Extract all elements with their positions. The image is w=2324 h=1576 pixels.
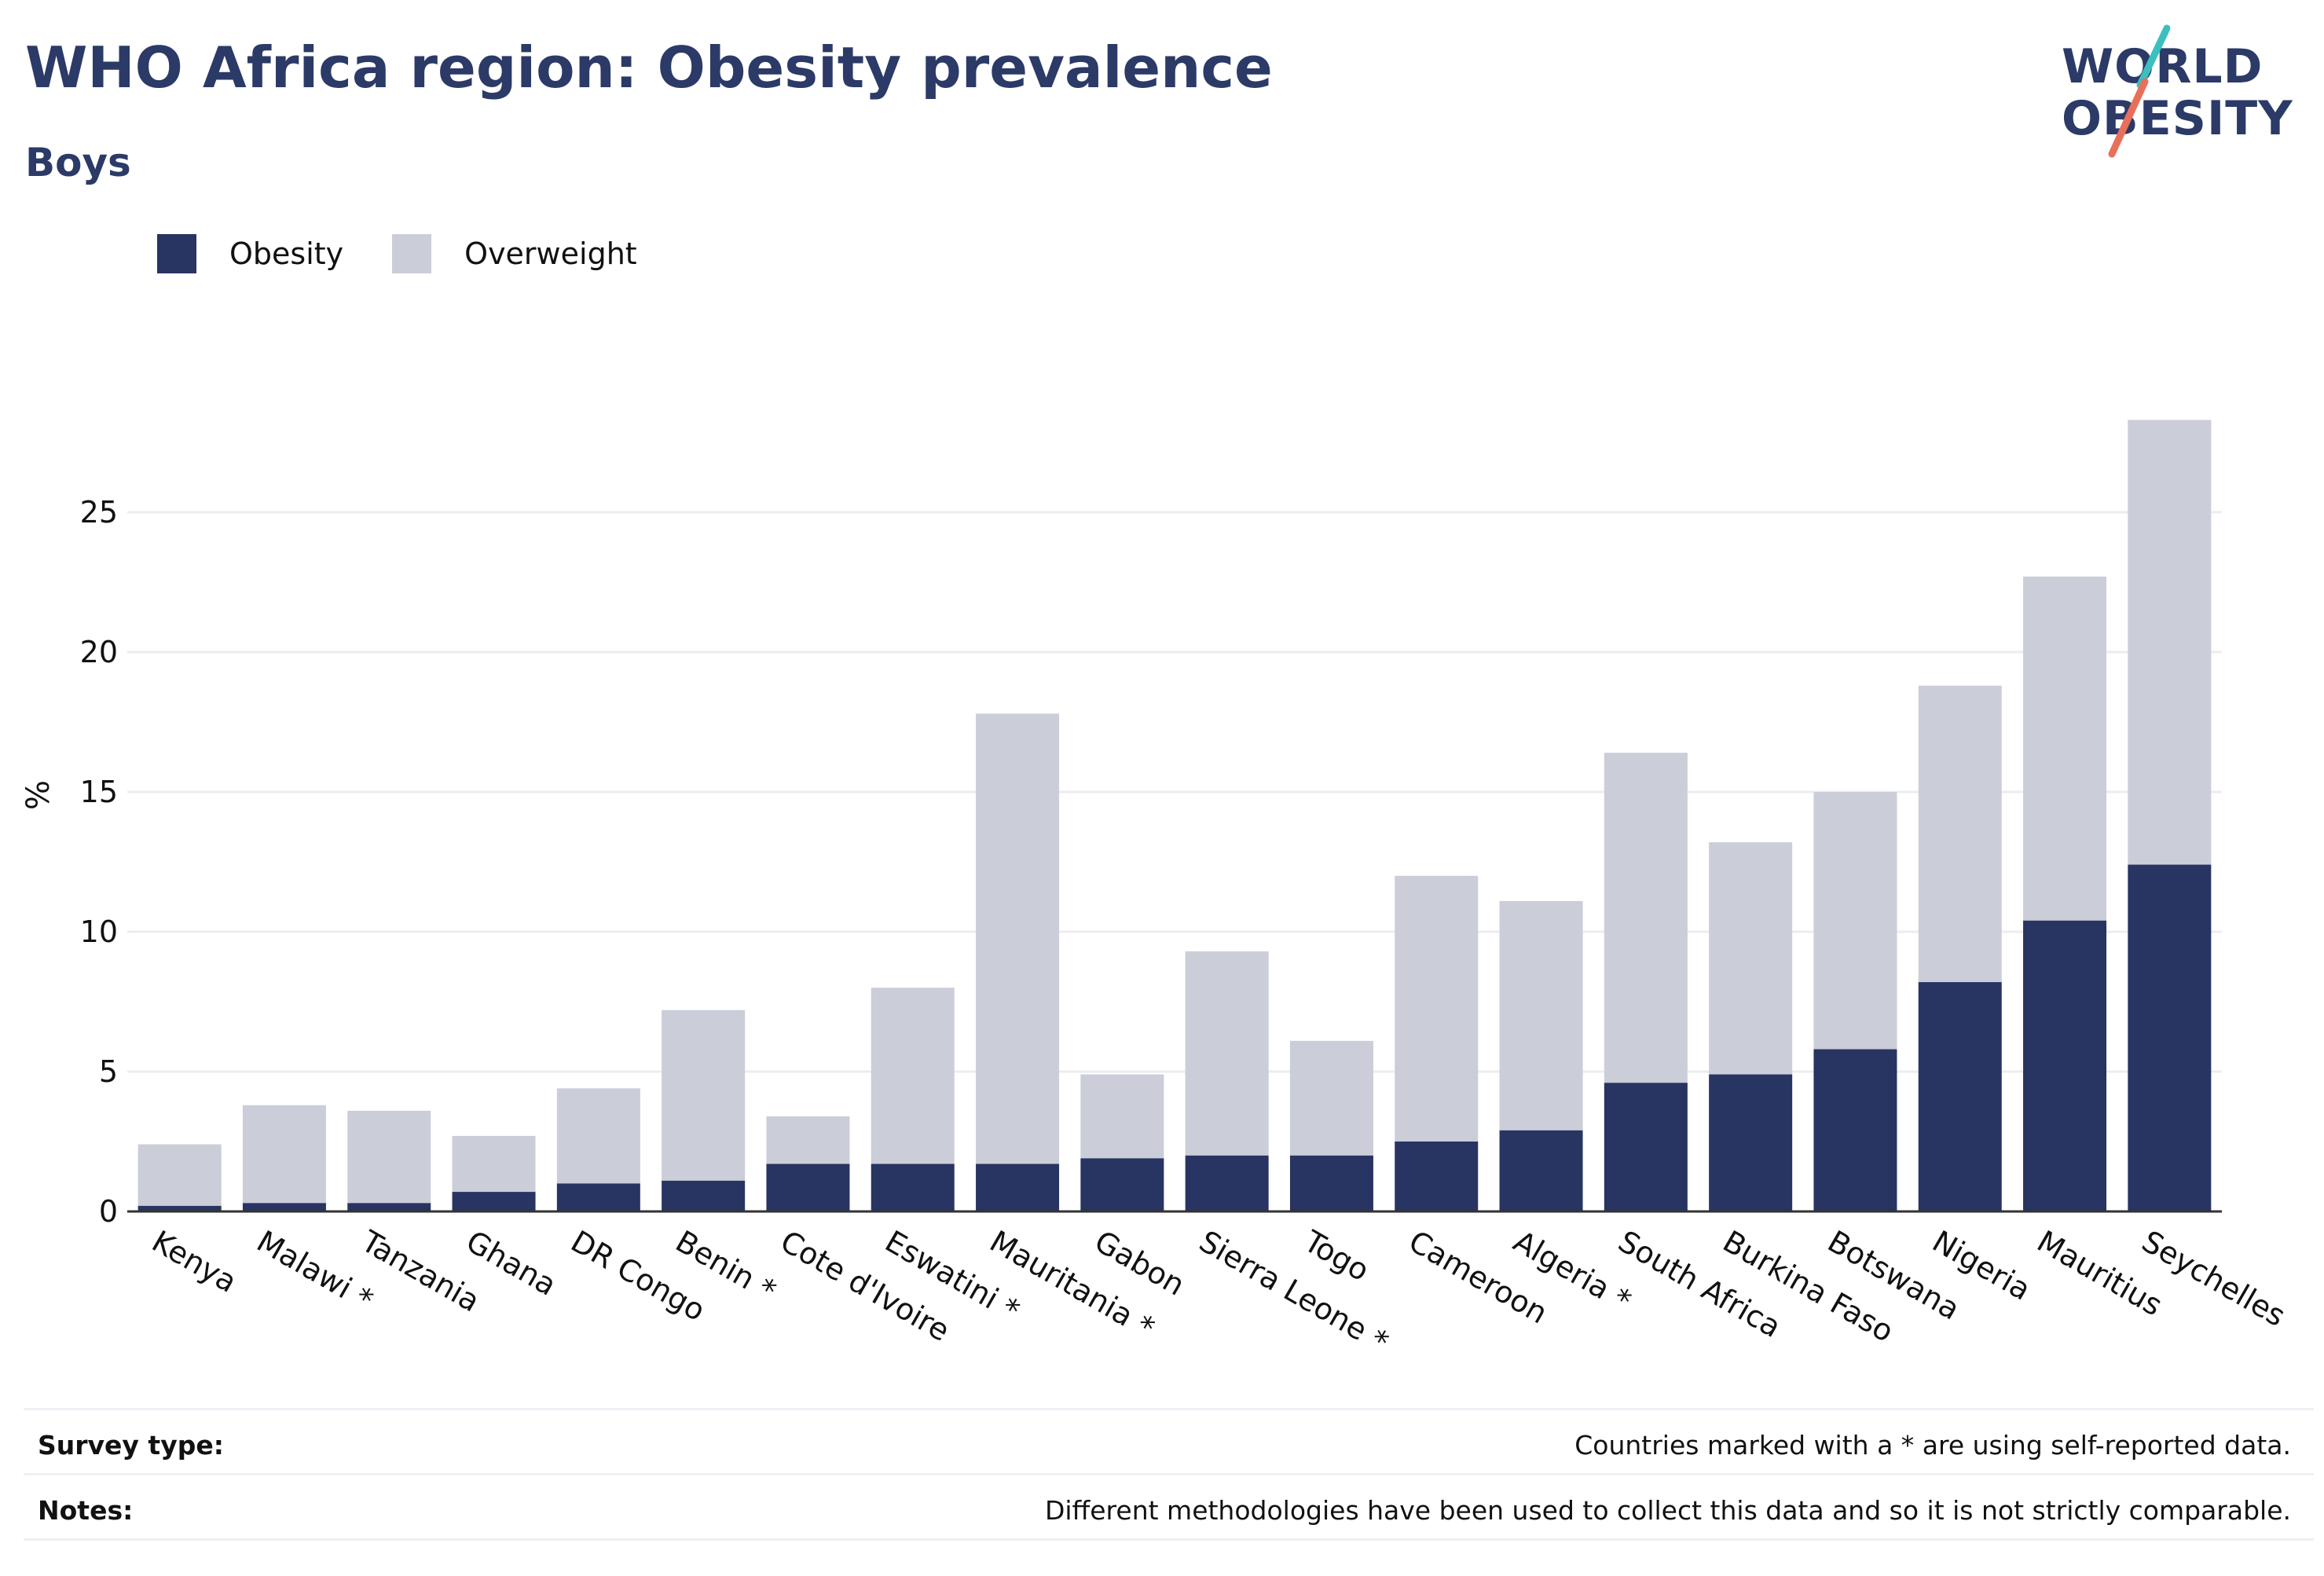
legend-swatch-obesity	[157, 234, 196, 273]
notes-label: Notes:	[38, 1495, 134, 1526]
bar-obesity[interactable]	[242, 1203, 326, 1211]
logo-slash-icon	[2108, 24, 2171, 158]
y-tick-label: 0	[99, 1194, 118, 1229]
legend-swatch-overweight	[392, 234, 432, 273]
x-tick-label: Seychelles	[2136, 1224, 2291, 1333]
bar-obesity[interactable]	[2128, 864, 2212, 1211]
bar-overweight[interactable]	[1080, 1074, 1164, 1159]
y-tick-label: 15	[80, 775, 118, 809]
y-tick-label: 5	[99, 1054, 118, 1089]
y-tick-label: 20	[80, 635, 118, 669]
y-axis-label: %	[20, 780, 57, 810]
y-tick-label: 25	[80, 495, 118, 530]
bar-obesity[interactable]	[1185, 1155, 1269, 1211]
chart-legend: Obesity Overweight	[157, 232, 686, 276]
y-tick-label: 10	[80, 914, 118, 949]
bar-overweight[interactable]	[137, 1144, 222, 1206]
notes-text: Different methodologies have been used t…	[1044, 1495, 2291, 1526]
bar-overweight[interactable]	[1289, 1040, 1373, 1156]
x-tick-label: Tanzania	[355, 1223, 486, 1318]
world-obesity-logo: WORLD OBESITY	[2043, 22, 2310, 163]
logo-line-1: WORLD	[2062, 39, 2264, 94]
bar-obesity[interactable]	[556, 1183, 640, 1211]
bar-overweight[interactable]	[662, 1010, 746, 1181]
bar-overweight[interactable]	[1395, 875, 1479, 1142]
bar-overweight[interactable]	[2128, 420, 2212, 865]
footer-divider	[24, 1538, 2314, 1541]
bar-obesity[interactable]	[1918, 982, 2002, 1211]
legend-item-obesity[interactable]: Obesity	[157, 234, 343, 273]
bar-obesity[interactable]	[766, 1164, 850, 1211]
bar-overweight[interactable]	[1918, 685, 2002, 983]
bar-overweight[interactable]	[556, 1088, 640, 1184]
bar-obesity[interactable]	[347, 1203, 431, 1211]
legend-label-overweight: Overweight	[464, 236, 637, 271]
bar-obesity[interactable]	[137, 1205, 222, 1211]
bar-obesity[interactable]	[452, 1192, 536, 1211]
bar-obesity[interactable]	[1395, 1142, 1479, 1211]
x-tick-label: Malawi *	[251, 1224, 379, 1318]
bar-overweight[interactable]	[2023, 576, 2107, 921]
bar-overweight[interactable]	[1604, 753, 1688, 1083]
bar-overweight[interactable]	[1709, 842, 1793, 1075]
bar-overweight[interactable]	[976, 713, 1060, 1164]
bar-obesity[interactable]	[1604, 1083, 1688, 1211]
legend-label-obesity: Obesity	[229, 236, 344, 271]
bar-obesity[interactable]	[662, 1180, 746, 1211]
footer-divider	[24, 1473, 2314, 1475]
bar-overweight[interactable]	[1813, 792, 1897, 1050]
survey-type-text: Countries marked with a * are using self…	[1574, 1430, 2291, 1461]
bar-obesity[interactable]	[1080, 1158, 1164, 1211]
bar-obesity[interactable]	[2023, 920, 2107, 1211]
bar-obesity[interactable]	[1499, 1130, 1583, 1211]
bar-overweight[interactable]	[871, 988, 955, 1164]
bar-overweight[interactable]	[766, 1116, 850, 1164]
bar-obesity[interactable]	[1289, 1155, 1373, 1211]
bar-overweight[interactable]	[1185, 951, 1269, 1156]
bar-obesity[interactable]	[1813, 1049, 1897, 1211]
x-tick-label: Kenya	[146, 1224, 243, 1299]
chart-title: WHO Africa region: Obesity prevalence	[25, 35, 1273, 101]
bar-obesity[interactable]	[1709, 1074, 1793, 1211]
bar-obesity[interactable]	[976, 1164, 1060, 1211]
bar-overweight[interactable]	[242, 1105, 326, 1204]
bar-obesity[interactable]	[871, 1164, 955, 1211]
chart-subtitle: Boys	[25, 140, 131, 185]
footer-divider	[24, 1408, 2314, 1410]
logo-line-2: OBESITY	[2062, 91, 2293, 146]
bar-overweight[interactable]	[347, 1110, 431, 1204]
bar-overweight[interactable]	[1499, 900, 1583, 1131]
survey-type-label: Survey type:	[38, 1430, 224, 1461]
x-tick-label: Togo	[1298, 1223, 1376, 1288]
x-tick-label: Sierra Leone *	[1193, 1224, 1395, 1360]
bar-overweight[interactable]	[452, 1135, 536, 1193]
legend-item-overweight[interactable]: Overweight	[392, 234, 637, 273]
